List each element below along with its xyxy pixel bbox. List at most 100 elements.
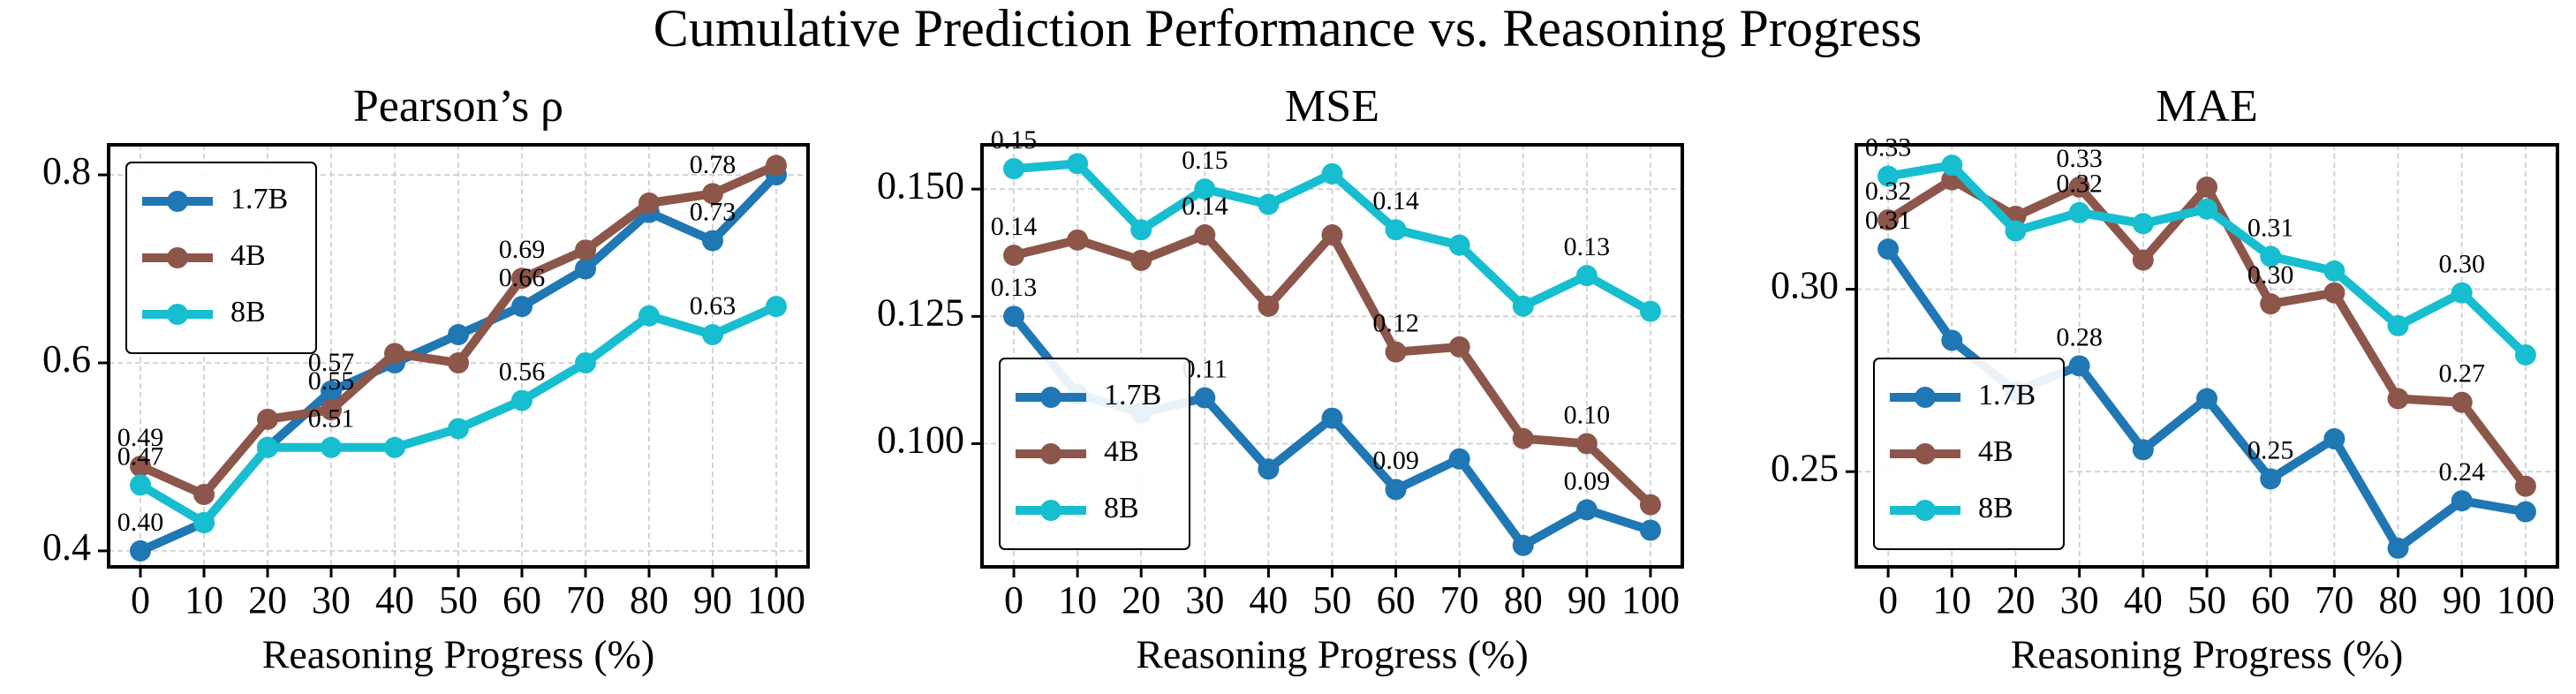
data-point	[1321, 162, 1343, 185]
subplot: 0 10 20 30 40 50 60 70 80 90 100 0.100 0.125 0.150 MSE…	[877, 81, 1684, 677]
data-point	[257, 436, 278, 458]
legend-label: 8B	[1104, 492, 1139, 524]
x-tick-label: 60	[1377, 578, 1416, 622]
data-point	[2514, 343, 2536, 366]
x-tick-label: 10	[1058, 578, 1097, 622]
x-tick-label: 60	[2251, 578, 2290, 622]
legend-marker	[167, 304, 188, 325]
data-point	[1877, 238, 1900, 260]
value-label: 0.15	[1182, 146, 1228, 175]
x-tick-label: 80	[2379, 578, 2418, 622]
legend-marker	[1915, 387, 1936, 408]
x-tick-label: 30	[312, 578, 351, 622]
data-point	[257, 408, 278, 430]
data-point	[1575, 265, 1598, 287]
subplot: 0 10 20 30 40 50 60 70 80 90 100 0.25 0.30 MAE Reasoni…	[1771, 81, 2559, 677]
data-point	[766, 296, 787, 318]
value-label: 0.33	[2056, 144, 2103, 173]
data-point	[2068, 355, 2090, 377]
value-label: 0.13	[1564, 232, 1611, 261]
x-tick-label: 30	[1185, 578, 1224, 622]
data-point	[2260, 245, 2282, 268]
x-tick-label: 50	[439, 578, 478, 622]
data-point	[1258, 295, 1280, 317]
legend-marker	[1915, 500, 1936, 521]
y-tick-label: 0.6	[42, 337, 91, 381]
x-tick-label: 70	[2315, 578, 2353, 622]
data-point	[1448, 448, 1470, 470]
x-axis-label: Reasoning Progress (%)	[262, 632, 655, 677]
subplot-title: MSE	[1285, 81, 1379, 132]
figure-title: Cumulative Prediction Performance vs. Re…	[653, 0, 1922, 57]
data-point	[384, 436, 405, 458]
data-point	[1512, 534, 1534, 556]
data-point	[2387, 537, 2409, 559]
data-point	[321, 399, 342, 421]
data-point	[2387, 314, 2409, 336]
data-point	[193, 484, 215, 506]
x-tick-label: 0	[131, 578, 150, 622]
data-point	[1003, 306, 1025, 328]
value-label: 0.33	[1865, 132, 1912, 162]
data-point	[1575, 433, 1598, 455]
legend-label: 4B	[1978, 435, 2013, 468]
data-point	[2451, 391, 2473, 413]
data-point	[2260, 468, 2282, 490]
legend-marker	[1915, 443, 1936, 464]
x-tick-label: 20	[1996, 578, 2035, 622]
value-label: 0.25	[2247, 435, 2294, 464]
data-point	[130, 539, 151, 562]
x-tick-label: 80	[1504, 578, 1543, 622]
data-point	[2005, 220, 2027, 242]
x-tick-label: 30	[2060, 578, 2099, 622]
value-label: 0.69	[499, 235, 546, 264]
x-tick-label: 40	[1249, 578, 1288, 622]
value-label: 0.73	[690, 197, 737, 226]
value-label: 0.27	[2438, 359, 2485, 388]
data-point	[2068, 176, 2090, 198]
data-point	[2132, 213, 2154, 235]
data-point	[1941, 155, 1963, 177]
data-point	[1639, 519, 1661, 541]
x-tick-label: 90	[693, 578, 732, 622]
x-tick-label: 50	[2187, 578, 2226, 622]
x-tick-label: 100	[2497, 578, 2555, 622]
data-point	[1512, 295, 1534, 317]
legend-marker	[167, 247, 188, 268]
data-point	[2068, 201, 2090, 223]
data-point	[1639, 300, 1661, 322]
x-tick-label: 70	[1440, 578, 1479, 622]
data-point	[1385, 219, 1407, 241]
x-axis-label: Reasoning Progress (%)	[2011, 632, 2404, 677]
data-point	[1194, 178, 1216, 200]
data-point	[2514, 501, 2536, 523]
y-tick-label: 0.150	[877, 163, 964, 207]
data-point	[1877, 165, 1900, 187]
value-label: 0.15	[991, 125, 1038, 155]
data-point	[1448, 336, 1470, 358]
data-point	[702, 230, 723, 252]
value-label: 0.32	[1865, 177, 1912, 206]
data-point	[1575, 499, 1598, 521]
value-label: 0.10	[1564, 400, 1611, 429]
y-tick-label: 0.125	[877, 290, 964, 334]
data-point	[448, 324, 469, 346]
axes-frame	[107, 143, 810, 569]
data-point	[1194, 224, 1216, 246]
data-point	[2451, 282, 2473, 304]
data-point	[448, 351, 469, 373]
value-label: 0.31	[1865, 206, 1912, 235]
data-point	[2514, 475, 2536, 497]
x-tick-label: 10	[185, 578, 223, 622]
axes-frame	[980, 143, 1684, 569]
data-point	[2132, 439, 2154, 461]
data-point	[1385, 479, 1407, 501]
value-label: 0.57	[308, 348, 355, 377]
legend-marker	[1040, 500, 1061, 521]
data-point	[2451, 490, 2473, 512]
data-point	[766, 155, 787, 177]
data-point	[2196, 198, 2217, 220]
data-point	[2323, 427, 2346, 449]
data-point	[638, 192, 660, 215]
legend-marker	[1040, 387, 1061, 408]
